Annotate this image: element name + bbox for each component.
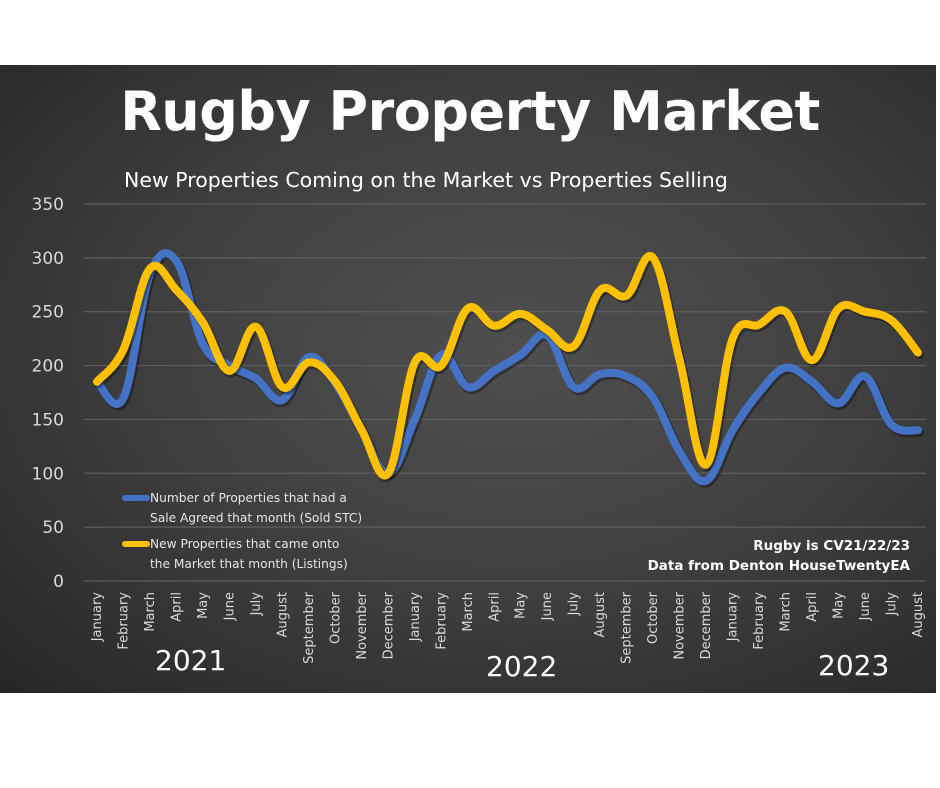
annotation-postcode: Rugby is CV21/22/23 [753, 538, 910, 554]
x-tick-label: February [116, 592, 131, 650]
x-tick-label: October [328, 591, 343, 644]
legend-label-sold-stc-line2: Sale Agreed that month (Sold STC) [150, 511, 363, 525]
x-tick-label: February [434, 592, 449, 650]
x-tick-label: January [90, 592, 105, 643]
x-tick-label: February [752, 592, 767, 650]
legend-label-listings-line1: New Properties that came onto [150, 537, 340, 551]
chart-subtitle: New Properties Coming on the Market vs P… [124, 168, 728, 192]
year-label-2021: 2021 [155, 644, 227, 677]
x-tick-label: October [646, 591, 661, 644]
x-tick-label: January [726, 592, 741, 643]
x-tick-label: May [832, 592, 847, 619]
annotation-source: Data from Denton HouseTwentyEA [647, 558, 910, 574]
x-tick-label: September [620, 591, 635, 664]
x-tick-label: March [461, 592, 476, 632]
x-tick-label: November [355, 591, 370, 659]
y-tick-label: 100 [32, 464, 64, 484]
x-tick-label: April [805, 592, 820, 622]
x-tick-label: April [169, 592, 184, 622]
y-tick-label: 250 [32, 303, 64, 323]
x-axis-ticks: January February March April May June July Augu… [90, 591, 926, 664]
year-label-2023: 2023 [818, 649, 890, 682]
x-tick-label: March [779, 592, 794, 632]
x-tick-label: August [911, 592, 926, 638]
x-tick-label: June [540, 592, 555, 621]
series-line-listings [93, 251, 922, 480]
x-tick-label: July [885, 592, 900, 617]
x-tick-label: August [275, 592, 290, 638]
y-tick-label: 50 [42, 518, 64, 538]
x-tick-label: July [567, 592, 582, 617]
x-tick-label: August [593, 592, 608, 638]
x-tick-label: May [196, 592, 211, 619]
y-axis-ticks: 0 50 100 150 200 250 300 350 [32, 195, 64, 592]
x-tick-label: June [222, 592, 237, 621]
legend-swatch-listings [122, 541, 150, 547]
y-tick-label: 300 [32, 249, 64, 269]
x-tick-label: September [302, 591, 317, 664]
x-tick-label: December [699, 591, 714, 659]
series-lines [93, 249, 924, 488]
y-tick-label: 350 [32, 195, 64, 215]
x-tick-label: March [143, 592, 158, 632]
x-tick-label: April [487, 592, 502, 622]
chart-title: Rugby Property Market [120, 80, 820, 143]
year-label-2022: 2022 [486, 650, 558, 683]
x-tick-label: May [514, 592, 529, 619]
legend-swatch-sold-stc [122, 495, 150, 501]
y-tick-label: 0 [53, 572, 64, 592]
x-tick-label: June [858, 592, 873, 621]
y-tick-label: 200 [32, 357, 64, 377]
y-tick-label: 150 [32, 410, 64, 430]
x-tick-label: January [408, 592, 423, 643]
legend-label-listings-line2: the Market that month (Listings) [150, 557, 348, 571]
x-tick-label: December [381, 591, 396, 659]
legend-label-sold-stc-line1: Number of Properties that had a [150, 491, 347, 505]
x-tick-label: July [249, 592, 264, 617]
x-tick-label: November [673, 591, 688, 659]
chart-panel [0, 65, 936, 693]
